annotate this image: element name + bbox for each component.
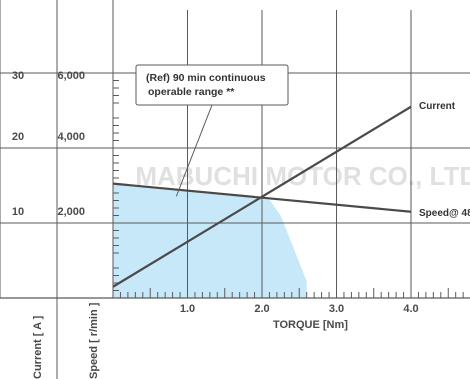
annotation-line-1: (Ref) 90 min continuous	[146, 72, 266, 84]
current-tick-label: 30	[12, 70, 24, 82]
speed-tick-label: 4,000	[57, 131, 85, 143]
annotation-box	[135, 64, 289, 106]
x-axis-title: TORQUE [Nm]	[273, 319, 348, 331]
speed-tick-label: 6,000	[57, 70, 85, 82]
current-tick-label: 20	[12, 131, 24, 143]
speed-axis-title: Speed [ r/min ]	[88, 302, 100, 379]
x-tick-label: 2.0	[254, 303, 269, 315]
current-axis-title: Current [ A ]	[32, 315, 44, 379]
operable-range-region	[113, 183, 307, 298]
x-tick-label: 3.0	[329, 303, 344, 315]
series-line-2	[112, 182, 412, 213]
current-tick-label: 10	[12, 206, 24, 218]
x-tick-label: 4.0	[403, 303, 418, 315]
series-label-2: Speed@ 48	[419, 208, 470, 219]
annotation-pointer	[175, 104, 213, 197]
x-tick-label: 1.0	[180, 303, 195, 315]
series-label-1: Current	[419, 101, 456, 112]
speed-tick-label: 2,000	[57, 206, 85, 218]
watermark-text: MABUCHI MOTOR CO., LTD	[135, 161, 470, 191]
annotation-line-2: operable range **	[148, 86, 235, 98]
